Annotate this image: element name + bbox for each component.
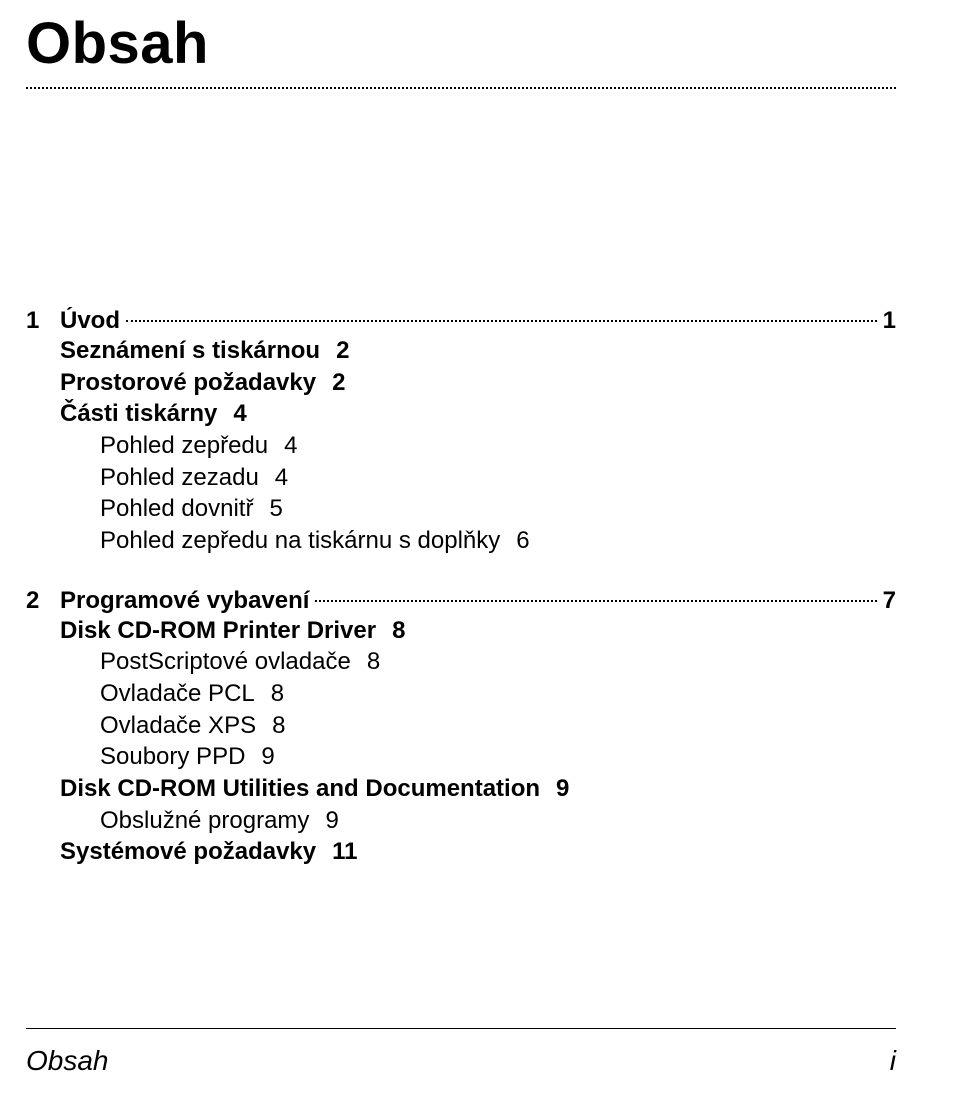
toc-entry: Ovladače XPS8: [100, 710, 896, 742]
chapter-number: 2: [26, 587, 60, 615]
toc-entry: Části tiskárny4: [60, 398, 896, 430]
toc-entry: Disk CD-ROM Utilities and Documentation9: [60, 773, 896, 805]
toc-entry: Disk CD-ROM Printer Driver8: [60, 615, 896, 647]
toc-entry: Ovladače PCL8: [100, 678, 896, 710]
toc-section-2: 2 Programové vybavení 7 Disk CD-ROM Prin…: [26, 587, 896, 868]
toc-entry: Seznámení s tiskárnou2: [60, 335, 896, 367]
toc-entry: Obslužné programy9: [100, 805, 896, 837]
toc-section-1: 1 Úvod 1 Seznámení s tiskárnou2 Prostoro…: [26, 307, 896, 557]
toc-entry: Soubory PPD9: [100, 741, 896, 773]
dotted-leader: [126, 320, 877, 322]
toc-entry: Pohled zezadu4: [100, 462, 896, 494]
page-title: Obsah: [26, 10, 896, 77]
chapter-label: Programové vybavení: [60, 587, 309, 615]
chapter-label: Úvod: [60, 307, 120, 335]
footer-title: Obsah: [26, 1045, 109, 1077]
toc-entry: Pohled zepředu na tiskárnu s doplňky6: [100, 525, 896, 557]
toc-entry: Pohled dovnitř5: [100, 493, 896, 525]
chapter-page: 1: [883, 307, 896, 335]
toc-chapter-row: 2 Programové vybavení 7: [26, 587, 896, 615]
toc-entry: Prostorové požadavky2: [60, 367, 896, 399]
chapter-page: 7: [883, 587, 896, 615]
toc-entry: PostScriptové ovladače8: [100, 646, 896, 678]
footer-divider: [26, 1028, 896, 1029]
toc-entry: Systémové požadavky11: [60, 836, 896, 868]
page-footer: Obsah i: [26, 1045, 896, 1077]
toc-chapter-row: 1 Úvod 1: [26, 307, 896, 335]
footer-page-number: i: [890, 1045, 896, 1077]
chapter-number: 1: [26, 307, 60, 335]
toc-entry: Pohled zepředu4: [100, 430, 896, 462]
page-body: Obsah 1 Úvod 1 Seznámení s tiskárnou2 Pr…: [0, 0, 960, 868]
dotted-leader: [315, 600, 876, 602]
